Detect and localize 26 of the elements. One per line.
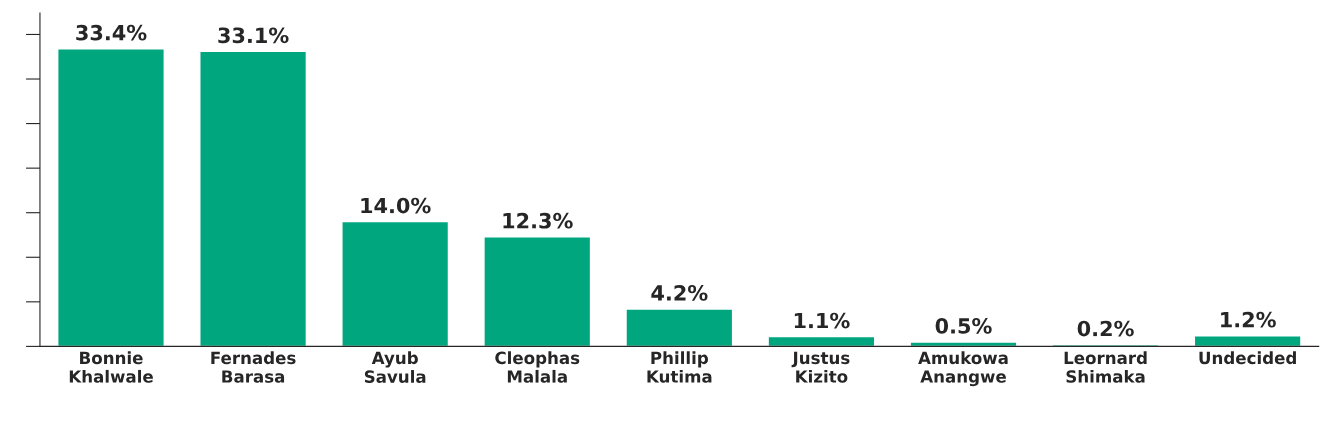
bar bbox=[57, 48, 165, 347]
data-label: 1.2% bbox=[1221, 311, 1276, 328]
bar bbox=[483, 236, 592, 347]
x-tick-label: Amukowa Anangwe bbox=[918, 351, 1008, 387]
x-tick-label: Leornard Shimaka bbox=[1064, 351, 1147, 383]
x-tick-label: Cleophas Malala bbox=[495, 351, 580, 383]
x-tick-label: Justus Kizito bbox=[791, 351, 850, 383]
data-label: 14.0% bbox=[361, 197, 431, 214]
bar bbox=[767, 335, 876, 347]
bar bbox=[909, 341, 1018, 347]
bar bbox=[341, 220, 450, 347]
data-label: 33.1% bbox=[218, 27, 289, 44]
data-label: 4.2% bbox=[651, 285, 708, 301]
x-tick-label: Bonnie Khalwale bbox=[69, 351, 153, 383]
data-label: 1.1% bbox=[794, 312, 850, 329]
data-label: 33.4% bbox=[76, 24, 147, 41]
bar bbox=[625, 308, 734, 347]
bar bbox=[1193, 335, 1302, 347]
x-tick-label: Undecided bbox=[1199, 351, 1296, 365]
data-label: 0.2% bbox=[1077, 320, 1134, 337]
data-label: 12.3% bbox=[503, 212, 573, 229]
x-tick-label: Ayub Savula bbox=[364, 351, 426, 383]
x-tick-label: Fernades Barasa bbox=[211, 351, 296, 383]
x-tick-label: Phillip Kutima bbox=[647, 351, 712, 383]
data-label: 0.5% bbox=[935, 317, 992, 334]
bar bbox=[199, 50, 308, 347]
